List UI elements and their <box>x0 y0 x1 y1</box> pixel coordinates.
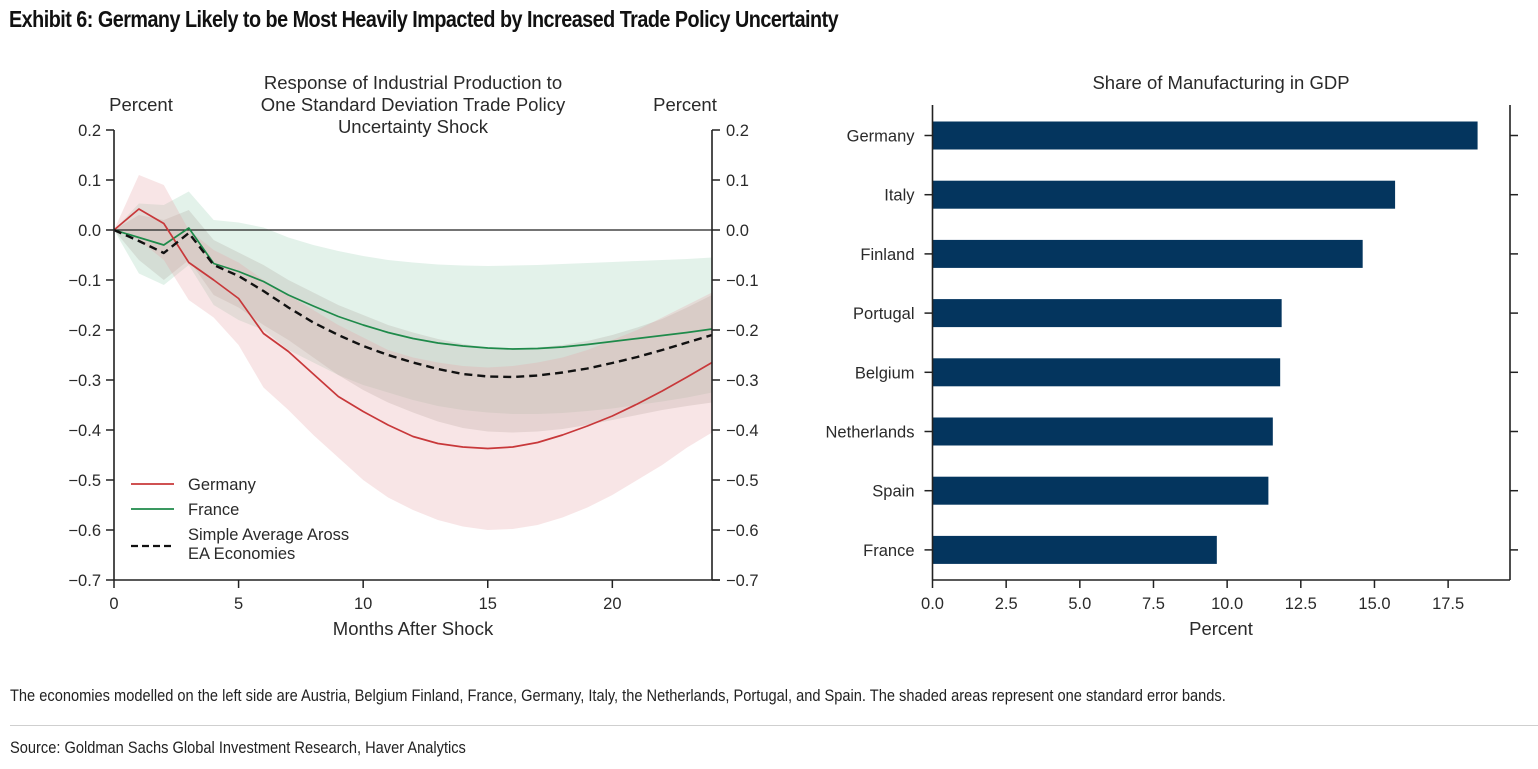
y-tick-label-right: −0.6 <box>726 522 759 540</box>
chart-note: The economies modelled on the left side … <box>10 686 1226 705</box>
y-tick-label-right: 0.2 <box>726 122 749 140</box>
category-label-italy: Italy <box>884 187 915 205</box>
divider <box>10 725 1538 726</box>
x-axis-label: Months After Shock <box>333 618 494 639</box>
bar-france <box>932 535 1217 564</box>
y-tick-label-right: −0.3 <box>726 372 759 390</box>
y-tick-label-left: −0.3 <box>68 372 101 390</box>
x-tick-label: 10 <box>354 595 372 613</box>
legend-label-germany: Germany <box>188 476 257 494</box>
right-x-tick-label: 17.5 <box>1432 595 1464 613</box>
x-tick-label: 5 <box>234 595 243 613</box>
y-tick-label-right: 0.0 <box>726 222 749 240</box>
y-tick-label-left: 0.2 <box>78 122 101 140</box>
source-line: Source: Goldman Sachs Global Investment … <box>10 738 466 757</box>
y-tick-label-left: −0.4 <box>68 422 101 440</box>
right-x-tick-label: 0.0 <box>921 595 944 613</box>
category-label-finland: Finland <box>860 246 914 264</box>
x-tick-label: 0 <box>109 595 118 613</box>
series-line-simple-average-aross-ea-economies <box>113 228 713 379</box>
series-line-germany <box>113 208 713 450</box>
category-label-france: France <box>863 542 914 560</box>
left-chart: 0.2 0.2 0.1 0.1 0.0 0.0 −0.1 −0.1 −0.2 −0.2 −0.3 −0… <box>68 72 758 639</box>
legend-label-average-line-2: EA Economies <box>188 545 295 563</box>
legend-label-france: France <box>188 501 239 519</box>
bar-netherlands <box>932 417 1273 446</box>
category-label-germany: Germany <box>847 128 916 146</box>
bar-belgium <box>932 358 1281 387</box>
category-label-portugal: Portugal <box>853 305 914 323</box>
left-axes: 0.2 0.2 0.1 0.1 0.0 0.0 −0.1 −0.1 −0.2 −0.2 −0.3 −0… <box>68 122 758 613</box>
right-x-tick-label: 10.0 <box>1211 595 1243 613</box>
y-tick-label-right: −0.1 <box>726 272 759 290</box>
exhibit-title: Exhibit 6: Germany Likely to be Most Hea… <box>9 6 839 32</box>
right-axes: Germany Italy Finland Portugal Belgium Nether… <box>826 105 1518 613</box>
right-x-tick-label: 7.5 <box>1142 595 1165 613</box>
legend-label-average-line-1: Simple Average Aross <box>188 526 349 544</box>
error-band-germany <box>114 175 712 530</box>
category-label-belgium: Belgium <box>855 364 915 382</box>
y-axis-label-left: Percent <box>109 94 173 115</box>
error-band-simple-average-aross-ea-economies <box>114 210 712 433</box>
right-chart-title: Share of Manufacturing in GDP <box>1092 72 1349 93</box>
y-tick-label-left: −0.2 <box>68 322 101 340</box>
bar-germany <box>932 121 1478 150</box>
right-x-tick-label: 5.0 <box>1068 595 1091 613</box>
bar-italy <box>932 180 1396 209</box>
y-tick-label-right: −0.4 <box>726 422 759 440</box>
y-tick-label-left: −0.1 <box>68 272 101 290</box>
bar-spain <box>932 476 1269 505</box>
y-tick-label-left: 0.0 <box>78 222 101 240</box>
right-chart: Share of Manufacturing in GDP Germany Ita… <box>826 72 1518 639</box>
right-x-tick-label: 12.5 <box>1285 595 1317 613</box>
left-chart-title-line-3: Uncertainty Shock <box>338 116 489 137</box>
left-chart-title-line-2: One Standard Deviation Trade Policy <box>261 94 566 115</box>
right-x-tick-label: 15.0 <box>1358 595 1390 613</box>
legend: Germany France Simple Average Aross EA E… <box>131 476 349 563</box>
category-label-spain: Spain <box>872 483 914 501</box>
y-tick-label-right: −0.2 <box>726 322 759 340</box>
x-tick-label: 20 <box>603 595 621 613</box>
y-tick-label-left: −0.5 <box>68 472 101 490</box>
category-label-netherlands: Netherlands <box>826 424 915 442</box>
right-x-tick-label: 2.5 <box>995 595 1018 613</box>
error-bands <box>114 175 712 530</box>
y-tick-label-left: −0.7 <box>68 572 101 590</box>
left-chart-title-line-1: Response of Industrial Production to <box>264 72 562 93</box>
y-axis-label-right: Percent <box>653 94 717 115</box>
charts-canvas: 0.2 0.2 0.1 0.1 0.0 0.0 −0.1 −0.1 −0.2 −0.2 −0.3 −0… <box>68 72 1518 639</box>
error-band-france <box>114 191 712 414</box>
y-tick-label-left: 0.1 <box>78 172 101 190</box>
y-tick-label-right: −0.7 <box>726 572 759 590</box>
x-tick-label: 15 <box>479 595 497 613</box>
bars <box>932 121 1478 564</box>
bar-portugal <box>932 299 1282 328</box>
y-tick-label-right: −0.5 <box>726 472 759 490</box>
right-x-axis-label: Percent <box>1189 618 1253 639</box>
y-tick-label-left: −0.6 <box>68 522 101 540</box>
y-tick-label-right: 0.1 <box>726 172 749 190</box>
series-lines <box>113 208 713 450</box>
series-line-france <box>113 227 713 350</box>
bar-finland <box>932 239 1363 268</box>
